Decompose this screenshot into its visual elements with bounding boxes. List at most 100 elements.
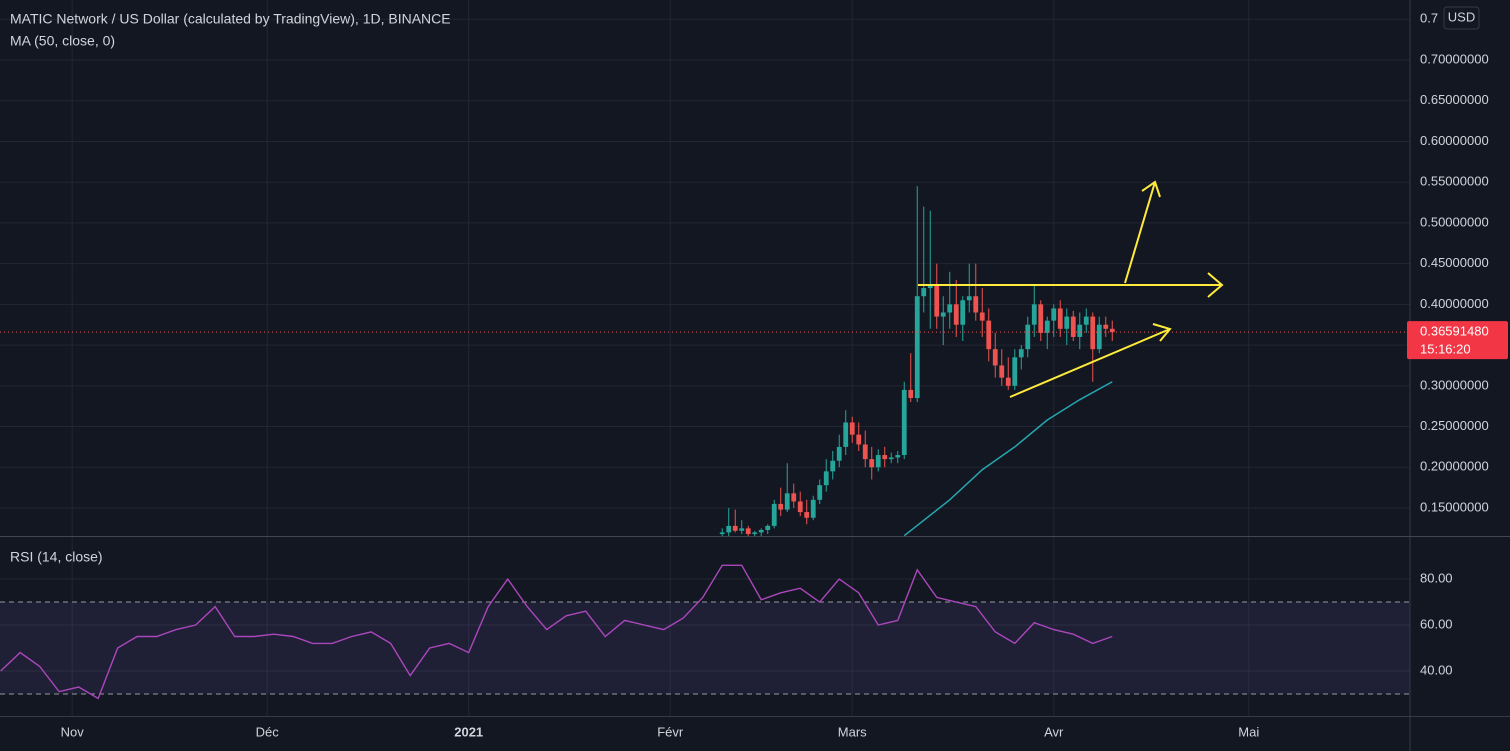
candle-body [940,312,946,317]
countdown: 15:16:20 [1420,342,1471,357]
candle-body [739,528,745,531]
pane [0,564,1410,700]
candle-body [1064,316,1070,329]
candle-body [726,525,732,533]
candle-body [1051,308,1057,321]
candle-body [1057,308,1063,329]
candle-body [745,528,751,535]
candle-body [921,288,927,297]
candle-body [784,493,790,510]
y-tick-label: 0.15000000 [1420,499,1489,514]
plot-area [0,186,1410,700]
x-tick-label: Mai [1238,724,1259,739]
candle-body [732,525,738,531]
y-tick-label: 0.25000000 [1420,418,1489,433]
candle-body [823,471,829,486]
candle-body [1018,349,1024,358]
candle-body [927,284,933,289]
rsi-line [0,564,1113,700]
y-tick-label: 0.70000000 [1420,51,1489,66]
x-tick-label: Déc [256,724,280,739]
y-tick-label: 0.20000000 [1420,459,1489,474]
last-price-label: 0.36591480 [1420,324,1489,339]
candle-body [908,389,914,399]
candle-body [869,459,875,468]
candle-body [810,499,816,518]
candle-body [1083,316,1089,325]
candle-body [1096,324,1102,350]
candle-body [817,485,823,500]
rsi-band [0,602,1410,694]
candle-body [914,296,920,399]
arrow-head [1152,323,1172,342]
candle-body [862,444,868,460]
y-tick-label: 0.30000000 [1420,377,1489,392]
candle-body [973,296,979,313]
candle-body [765,525,771,530]
y-tick-label: 0.50000000 [1420,214,1489,229]
candle-body [778,503,784,510]
arrow-head [1207,272,1224,298]
candle-body [1109,328,1115,333]
candle-body [901,389,907,456]
candle-body [719,532,725,535]
y-tick-label: 0.60000000 [1420,133,1489,148]
candle-body [1077,324,1083,337]
y-tick-label: 0.65000000 [1420,92,1489,107]
drawings [918,180,1224,398]
candle-body [966,296,972,301]
candle-body [888,457,894,460]
x-tick-label: 2021 [454,724,483,739]
candle-body [882,455,888,460]
y-tick-label: 0.7 [1420,11,1438,26]
x-tick-label: Nov [61,724,85,739]
candle-body [856,434,862,445]
y-tick-label: 80.00 [1420,570,1453,585]
x-tick-label: Avr [1044,724,1064,739]
candle-body [895,455,901,458]
candle-body [1031,304,1037,325]
support-line [1009,328,1171,398]
candle-body [836,446,842,461]
candle-body [1012,357,1018,386]
candle-body [1103,324,1109,329]
candle-body [947,304,953,313]
chart-title: MATIC Network / US Dollar (calculated by… [10,11,451,27]
y-tick-label: 60.00 [1420,616,1453,631]
candle-body [1005,377,1011,386]
candle-body [875,455,881,468]
candle-body [960,300,966,325]
candle-body [934,284,940,317]
candle-body [758,529,764,533]
moving-average [903,381,1113,536]
candle-body [1025,324,1031,350]
candle-body [843,422,849,447]
indicator-label: MA (50, close, 0) [10,33,115,49]
candle-body [791,493,797,502]
y-tick-label: 0.40000000 [1420,296,1489,311]
pane [719,186,1115,536]
candle-body [999,365,1005,378]
y-tick-label: 0.55000000 [1420,174,1489,189]
candle-body [771,503,777,526]
arrow-head [1141,180,1161,198]
candle-body [1090,316,1096,350]
candle-body [953,304,959,325]
x-tick-label: Févr [657,724,684,739]
candle-body [1044,320,1050,333]
indicator-label: RSI (14, close) [10,549,103,565]
currency[interactable]: USD [1448,9,1475,24]
candle-body [830,460,836,472]
y-tick-label: 0.45000000 [1420,255,1489,270]
candle-body [804,512,810,518]
candle-body [986,320,992,350]
candle-body [752,532,758,535]
grid [0,0,1410,716]
candle-body [849,422,855,435]
currency-badge[interactable] [1443,6,1480,30]
candle-body [979,312,985,321]
y-tick-label: 40.00 [1420,662,1453,677]
last-price-badge [1407,321,1508,360]
candle-body [1070,316,1076,337]
